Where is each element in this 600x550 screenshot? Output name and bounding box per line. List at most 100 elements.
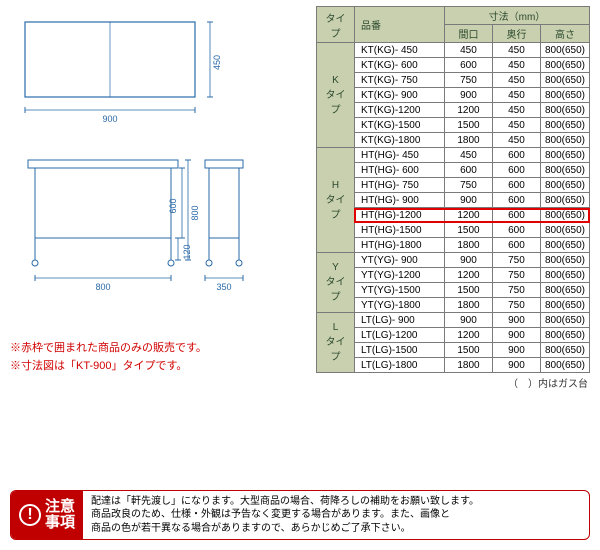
w-cell: 450	[444, 43, 492, 58]
w-cell: 900	[444, 193, 492, 208]
col-type: タイプ	[316, 7, 354, 43]
table-row: HT(HG)- 900900600800(650)	[316, 193, 589, 208]
d-cell: 900	[492, 358, 540, 373]
caution-header: ! 注意 事項	[11, 491, 83, 540]
w-cell: 600	[444, 163, 492, 178]
w-cell: 1200	[444, 328, 492, 343]
w-cell: 1200	[444, 268, 492, 283]
table-row: KT(KG)-15001500450800(650)	[316, 118, 589, 133]
h-cell: 800(650)	[540, 238, 589, 253]
w-cell: 750	[444, 73, 492, 88]
table-row: KT(KG)-18001800450800(650)	[316, 133, 589, 148]
w-cell: 1500	[444, 343, 492, 358]
d-cell: 750	[492, 253, 540, 268]
h-cell: 800(650)	[540, 223, 589, 238]
h-cell: 800(650)	[540, 313, 589, 328]
pn-cell: HT(HG)- 600	[354, 163, 444, 178]
d-cell: 600	[492, 178, 540, 193]
d-cell: 450	[492, 73, 540, 88]
pn-cell: YT(YG)-1500	[354, 283, 444, 298]
spec-table: タイプ品番寸法（mm）間口奥行高さKタイプKT(KG)- 45045045080…	[316, 6, 590, 373]
table-row: LタイプLT(LG)- 900900900800(650)	[316, 313, 589, 328]
w-cell: 1200	[444, 208, 492, 223]
col-pn: 品番	[354, 7, 444, 43]
d-cell: 600	[492, 208, 540, 223]
d-cell: 750	[492, 283, 540, 298]
pn-cell: HT(HG)- 750	[354, 178, 444, 193]
table-row: HタイプHT(HG)- 450450600800(650)	[316, 148, 589, 163]
h-cell: 800(650)	[540, 103, 589, 118]
table-row: HT(HG)- 600600600800(650)	[316, 163, 589, 178]
d-cell: 450	[492, 103, 540, 118]
pn-cell: KT(KG)-1200	[354, 103, 444, 118]
w-cell: 1500	[444, 283, 492, 298]
w-cell: 1800	[444, 238, 492, 253]
h-cell: 800(650)	[540, 298, 589, 313]
svg-text:350: 350	[216, 282, 231, 292]
exclamation-icon: !	[19, 504, 41, 526]
h-cell: 800(650)	[540, 43, 589, 58]
h-cell: 800(650)	[540, 283, 589, 298]
pn-cell: LT(LG)-1800	[354, 358, 444, 373]
svg-text:450: 450	[212, 55, 222, 70]
svg-text:600: 600	[168, 198, 178, 213]
d-cell: 900	[492, 313, 540, 328]
table-row: HT(HG)-15001500600800(650)	[316, 223, 589, 238]
svg-text:120: 120	[182, 244, 192, 259]
h-cell: 800(650)	[540, 148, 589, 163]
pn-cell: KT(KG)-1800	[354, 133, 444, 148]
h-cell: 800(650)	[540, 178, 589, 193]
table-row: YT(YG)-15001500750800(650)	[316, 283, 589, 298]
w-cell: 750	[444, 178, 492, 193]
w-cell: 1500	[444, 223, 492, 238]
h-cell: 800(650)	[540, 133, 589, 148]
h-cell: 800(650)	[540, 208, 589, 223]
w-cell: 600	[444, 58, 492, 73]
h-cell: 800(650)	[540, 253, 589, 268]
pn-cell: YT(YG)-1200	[354, 268, 444, 283]
table-row: LT(LG)-12001200900800(650)	[316, 328, 589, 343]
svg-text:800: 800	[95, 282, 110, 292]
pn-cell: KT(KG)-1500	[354, 118, 444, 133]
pn-cell: HT(HG)-1800	[354, 238, 444, 253]
d-cell: 450	[492, 118, 540, 133]
d-cell: 900	[492, 328, 540, 343]
pn-cell: KT(KG)- 750	[354, 73, 444, 88]
pn-cell: HT(HG)- 900	[354, 193, 444, 208]
table-footnote: （ ）内はガス台	[508, 375, 588, 390]
d-cell: 750	[492, 298, 540, 313]
w-cell: 900	[444, 88, 492, 103]
h-cell: 800(650)	[540, 193, 589, 208]
pn-cell: LT(LG)- 900	[354, 313, 444, 328]
table-row: KT(KG)- 750750450800(650)	[316, 73, 589, 88]
type-cell: Lタイプ	[316, 313, 354, 373]
d-cell: 600	[492, 163, 540, 178]
pn-cell: KT(KG)- 900	[354, 88, 444, 103]
pn-cell: LT(LG)-1500	[354, 343, 444, 358]
table-row: YタイプYT(YG)- 900900750800(650)	[316, 253, 589, 268]
d-cell: 600	[492, 238, 540, 253]
w-cell: 1800	[444, 358, 492, 373]
svg-text:800: 800	[190, 205, 200, 220]
col-w: 間口	[444, 25, 492, 43]
h-cell: 800(650)	[540, 118, 589, 133]
w-cell: 450	[444, 148, 492, 163]
pn-cell: LT(LG)-1200	[354, 328, 444, 343]
caution-label: 注意 事項	[45, 499, 75, 531]
col-d: 奥行	[492, 25, 540, 43]
table-row: KT(KG)- 600600450800(650)	[316, 58, 589, 73]
type-cell: Yタイプ	[316, 253, 354, 313]
w-cell: 900	[444, 313, 492, 328]
w-cell: 1800	[444, 298, 492, 313]
w-cell: 1500	[444, 118, 492, 133]
h-cell: 800(650)	[540, 73, 589, 88]
d-cell: 600	[492, 223, 540, 238]
table-row: HT(HG)-18001800600800(650)	[316, 238, 589, 253]
svg-text:900: 900	[102, 114, 117, 124]
table-row: HT(HG)- 750750600800(650)	[316, 178, 589, 193]
h-cell: 800(650)	[540, 88, 589, 103]
table-row: LT(LG)-15001500900800(650)	[316, 343, 589, 358]
pn-cell: HT(HG)- 450	[354, 148, 444, 163]
pn-cell: HT(HG)-1200	[354, 208, 444, 223]
d-cell: 450	[492, 58, 540, 73]
